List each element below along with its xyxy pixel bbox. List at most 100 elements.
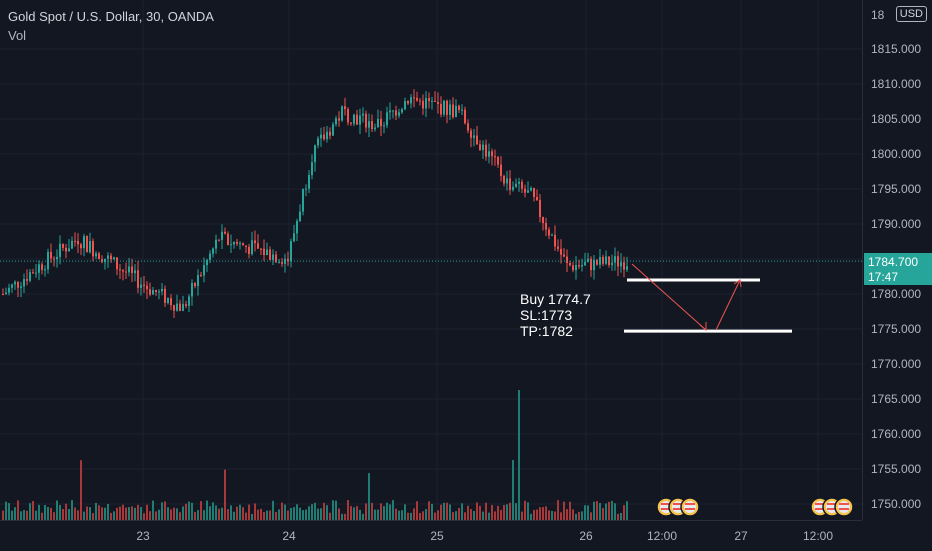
volume-bar — [473, 510, 475, 520]
candle-body — [275, 254, 277, 263]
volume-bar — [263, 511, 265, 520]
volume-bar — [596, 501, 598, 520]
candle-body — [473, 135, 475, 138]
volume-bar — [110, 512, 112, 520]
candle-body — [44, 269, 46, 271]
volume-bar — [506, 504, 508, 520]
time-axis[interactable]: 23 24 25 26 12:00 27 12:00 — [0, 520, 862, 551]
volume-bar — [206, 500, 208, 520]
candle-body — [455, 105, 457, 118]
volume-bar — [218, 508, 220, 520]
us-event-icon-stripe — [839, 503, 849, 505]
candle-body — [227, 233, 229, 245]
volume-bar — [608, 501, 610, 520]
candle-body — [14, 281, 16, 285]
price-tick-label: 1775.000 — [871, 322, 922, 336]
candle-body — [491, 151, 493, 157]
candle-body — [386, 112, 388, 126]
volume-bar — [398, 510, 400, 520]
candle-body — [314, 145, 316, 163]
volume-bar — [131, 506, 133, 520]
volume-bar — [197, 510, 199, 520]
us-event-icon-stripe — [827, 508, 837, 510]
candle-body — [545, 223, 547, 230]
currency-badge[interactable]: USD — [895, 6, 927, 22]
symbol-title[interactable]: Gold Spot / U.S. Dollar, 30, OANDA — [8, 9, 214, 24]
us-event-icon-stripe — [661, 508, 671, 510]
candle-body — [503, 175, 505, 184]
candle-body — [419, 100, 421, 102]
candle-body — [113, 257, 115, 260]
volume-bar — [272, 500, 274, 520]
candle-body — [242, 243, 244, 246]
bar-countdown: 17:47 — [868, 270, 899, 284]
volume-bar — [179, 512, 181, 520]
candle-body — [29, 272, 31, 281]
volume-bar — [422, 511, 424, 520]
volume-bar — [251, 513, 253, 520]
candle-body — [365, 113, 367, 128]
volume-bar — [260, 508, 262, 520]
volume-label[interactable]: Vol — [8, 28, 27, 43]
time-tick-label: 12:00 — [802, 529, 834, 543]
candle-body — [347, 109, 349, 123]
volume-bar — [275, 511, 277, 520]
volume-bar — [581, 511, 583, 520]
volume-bar — [512, 460, 514, 520]
volume-bar — [425, 509, 427, 520]
candle-body — [407, 100, 409, 104]
candle-body — [182, 304, 184, 311]
volume-bar — [287, 510, 289, 520]
us-event-icon-stripe — [673, 503, 683, 505]
volume-bar — [500, 509, 502, 520]
volume-bar — [539, 507, 541, 520]
candle-body — [575, 265, 577, 271]
volume-bar — [203, 510, 205, 520]
chart-svg[interactable] — [0, 0, 862, 520]
candle-body — [611, 262, 613, 266]
arrow-up-line — [715, 279, 741, 331]
volume-bar — [461, 503, 463, 520]
volume-bar — [170, 509, 172, 520]
price-tick-label: 1815.000 — [871, 42, 922, 56]
candle-body — [437, 101, 439, 104]
candle-body — [233, 241, 235, 245]
candle-body — [293, 233, 295, 242]
volume-bar — [509, 502, 511, 520]
candle-body — [359, 115, 361, 125]
candle-body — [401, 109, 403, 113]
volume-bar — [347, 500, 349, 520]
volume-bar — [584, 505, 586, 520]
volume-bar — [200, 501, 202, 520]
trade-annotation[interactable]: Buy 1774.7 SL:1773 TP:1782 — [520, 291, 591, 339]
volume-bar — [140, 506, 142, 520]
price-axis[interactable]: 18 USD 1784.700 17:47 1815.000 1810.000 18… — [862, 0, 932, 520]
volume-bar — [545, 506, 547, 520]
candle-body — [440, 103, 442, 115]
volume-bar — [323, 502, 325, 520]
volume-bar — [404, 504, 406, 520]
volume-bar — [11, 510, 13, 520]
volume-bar — [26, 510, 28, 520]
candle-body — [560, 248, 562, 255]
candle-body — [212, 248, 214, 254]
candle-body — [383, 125, 385, 127]
volume-bar — [518, 390, 520, 520]
volume-bar — [353, 507, 355, 520]
candle-body — [41, 264, 43, 270]
volume-bar — [626, 501, 628, 520]
candle-body — [131, 266, 133, 274]
volume-bar — [413, 508, 415, 520]
volume-bar — [221, 507, 223, 520]
price-tick-label: 1750.000 — [871, 497, 922, 511]
price-tick-label: 1790.000 — [871, 217, 922, 231]
volume-bar — [104, 507, 106, 520]
candle-body — [185, 304, 187, 306]
candle-body — [26, 279, 28, 281]
candle-body — [59, 243, 61, 257]
volume-bar — [482, 511, 484, 520]
chart-area[interactable]: Gold Spot / U.S. Dollar, 30, OANDA Vol B… — [0, 0, 862, 520]
volume-bar — [467, 505, 469, 520]
volume-bar — [590, 512, 592, 520]
volume-bar — [386, 502, 388, 520]
